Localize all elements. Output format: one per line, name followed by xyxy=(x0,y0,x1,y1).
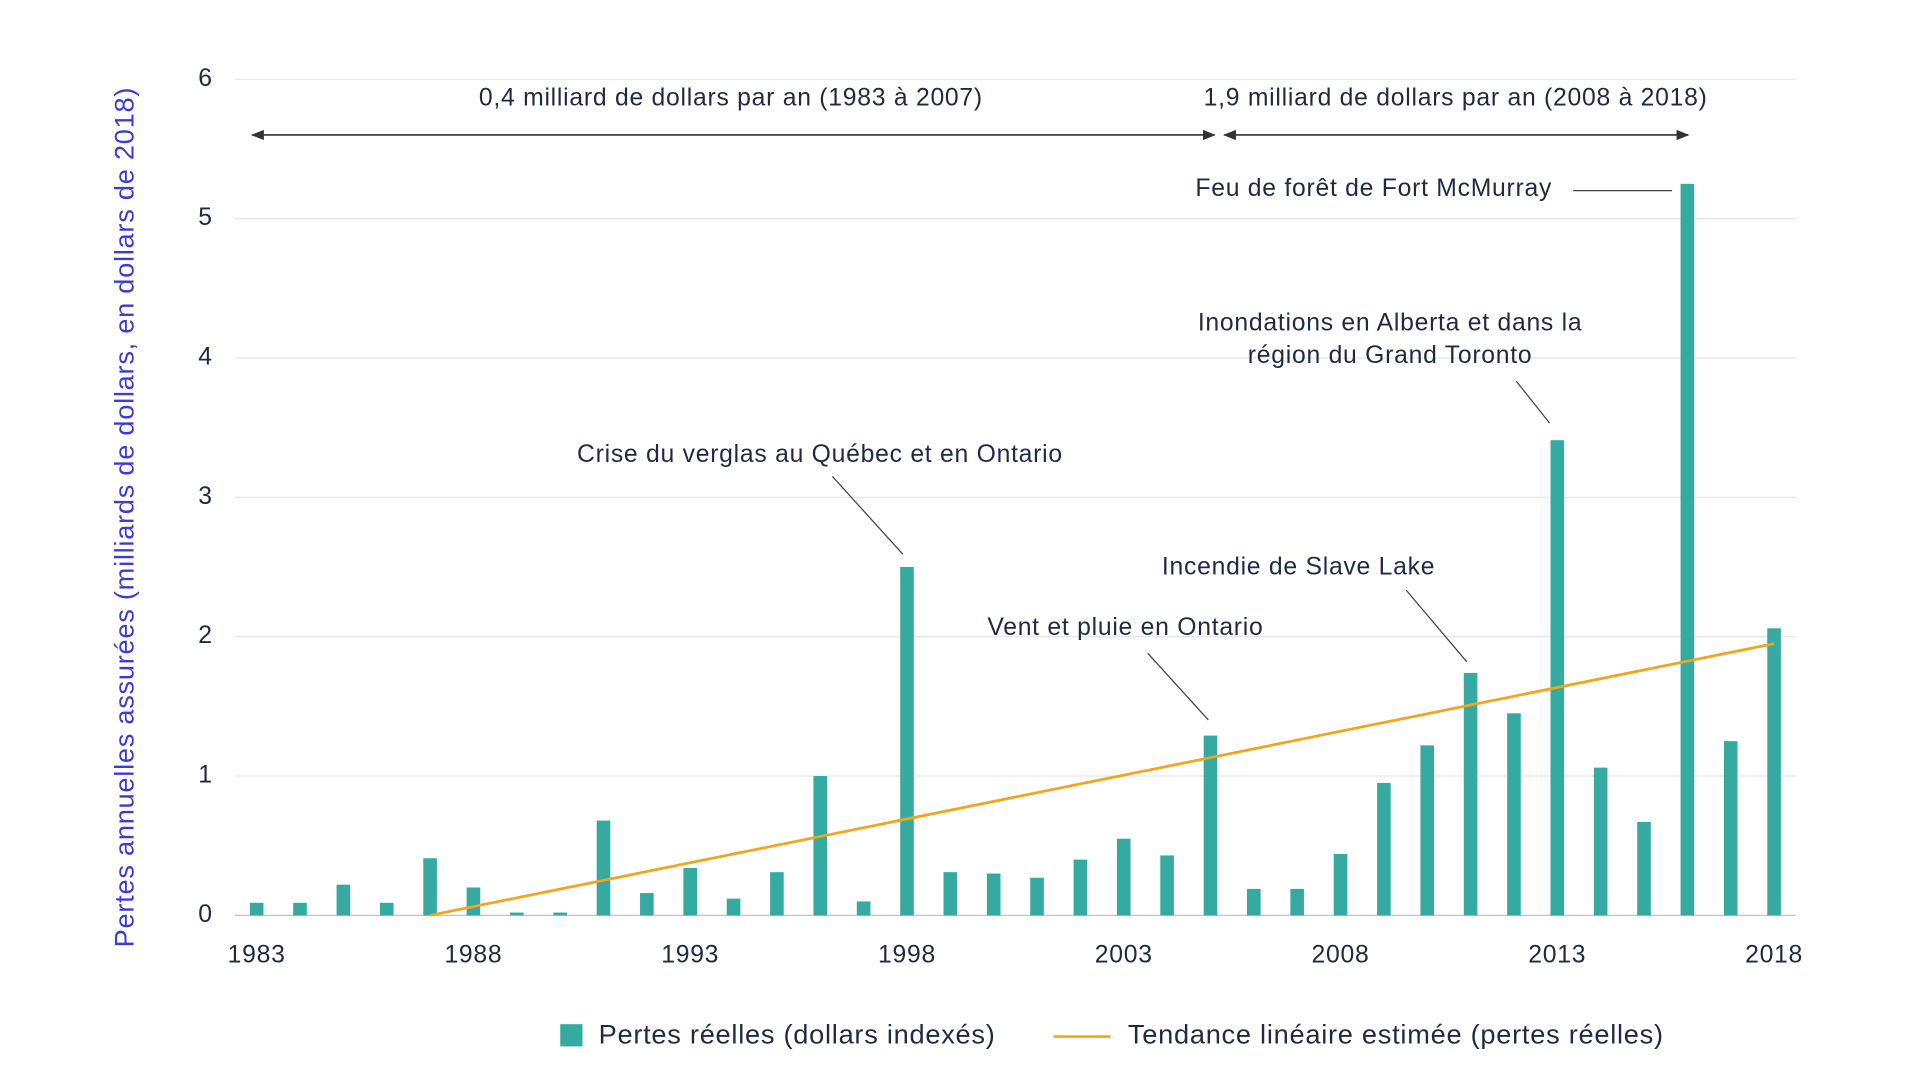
period-label: 0,4 milliard de dollars par an (1983 à 2… xyxy=(479,85,983,112)
bar xyxy=(423,858,437,916)
bar xyxy=(1333,854,1348,916)
annotation-leader xyxy=(831,475,904,555)
x-tick-label: 1998 xyxy=(878,942,936,969)
bar xyxy=(943,872,958,916)
period-label: 1,9 milliard de dollars par an (2008 à 2… xyxy=(1204,85,1708,112)
bar xyxy=(379,902,394,916)
bar xyxy=(683,867,698,916)
bar xyxy=(1030,877,1044,916)
annotation: région du Grand Toronto xyxy=(1248,342,1533,369)
bar xyxy=(1463,672,1478,916)
bar xyxy=(1507,713,1521,916)
bar xyxy=(596,820,611,916)
annotation: Feu de forêt de Fort McMurray xyxy=(1195,175,1552,202)
bar xyxy=(770,872,784,916)
bar xyxy=(856,901,871,916)
bar xyxy=(249,902,264,916)
x-tick-label: 1988 xyxy=(444,942,502,969)
annotation: Inondations en Alberta et dans la xyxy=(1198,310,1583,337)
y-tick-label: 5 xyxy=(198,204,212,231)
bar xyxy=(1203,735,1218,916)
bar xyxy=(1637,821,1651,916)
bar xyxy=(640,893,654,916)
trend-line xyxy=(429,642,1775,917)
bar xyxy=(1377,782,1391,916)
bar xyxy=(466,887,481,916)
bar xyxy=(509,912,524,916)
y-tick-label: 1 xyxy=(198,762,212,789)
annotation: Crise du verglas au Québec et en Ontario xyxy=(577,441,1063,468)
x-tick-label: 2003 xyxy=(1095,942,1153,969)
bar xyxy=(1247,888,1261,916)
annotation-leader xyxy=(1405,589,1468,663)
x-tick-label: 1993 xyxy=(661,942,719,969)
annotation-leader xyxy=(1147,652,1209,721)
bar xyxy=(1767,628,1781,916)
bar xyxy=(1160,855,1174,916)
bar xyxy=(336,884,351,916)
bar xyxy=(1073,859,1088,916)
bar xyxy=(1593,767,1608,916)
bar xyxy=(1420,745,1435,916)
y-tick-label: 3 xyxy=(198,483,212,510)
bar xyxy=(1116,838,1131,916)
bar xyxy=(1290,888,1304,916)
x-tick-label: 2013 xyxy=(1528,942,1586,969)
legend-swatch xyxy=(560,1024,583,1047)
y-tick-label: 6 xyxy=(198,65,212,92)
bar xyxy=(293,902,307,916)
bar xyxy=(986,873,1001,916)
bar xyxy=(1680,183,1695,916)
legend-label: Tendance linéaire estimée (pertes réelle… xyxy=(1128,1019,1664,1050)
y-tick-label: 4 xyxy=(198,344,212,371)
annotation: Incendie de Slave Lake xyxy=(1162,553,1435,580)
x-tick-label: 2018 xyxy=(1745,942,1803,969)
legend-label: Pertes réelles (dollars indexés) xyxy=(599,1019,996,1050)
bar xyxy=(900,567,914,916)
bar xyxy=(1550,440,1565,916)
annotation-leader xyxy=(1515,380,1551,424)
bar xyxy=(726,898,741,916)
bar xyxy=(813,776,828,916)
x-tick-label: 2008 xyxy=(1312,942,1370,969)
x-tick-label: 1983 xyxy=(228,942,286,969)
bar xyxy=(1723,741,1738,916)
y-tick-label: 0 xyxy=(198,901,212,928)
y-axis-label: Pertes annuelles assurées (milliards de … xyxy=(108,87,139,947)
annotation: Vent et pluie en Ontario xyxy=(987,614,1263,641)
bar xyxy=(553,912,567,916)
y-tick-label: 2 xyxy=(198,622,212,649)
